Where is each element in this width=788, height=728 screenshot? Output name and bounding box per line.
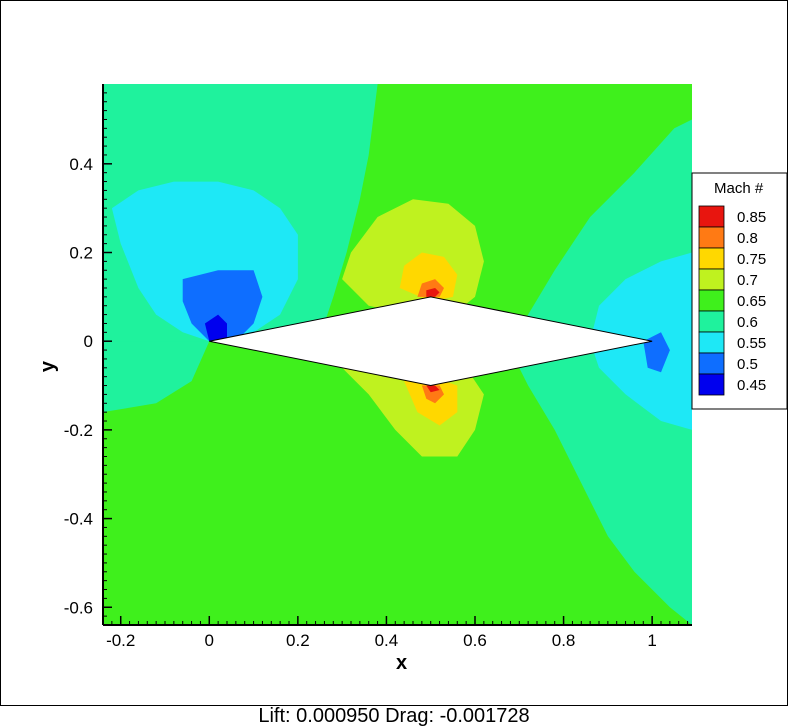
legend: Mach # 0.85 0.8 0.75 0.7 0.65 0.6 0.55 0.5 0.45: [691, 172, 788, 410]
x-tick-label: 0: [205, 631, 214, 650]
x-tick-label: 1: [647, 631, 656, 650]
legend-swatch: [698, 247, 725, 270]
x-tick-label: 0.2: [286, 631, 310, 650]
lift-drag-readout: Lift: 0.000950 Drag: -0.001728: [258, 705, 530, 727]
legend-swatch: [698, 331, 725, 354]
contour-region-0.85: [426, 288, 440, 297]
legend-swatch: [698, 310, 725, 333]
legend-swatch: [698, 205, 725, 228]
legend-swatch: [698, 352, 725, 375]
y-tick-label: -0.4: [64, 510, 93, 529]
axes: -0.2 0 0.2 0.4 0.6 0.8 1 0.4 0.2 0 -0.2 -0.4 -0.6 x y: [37, 84, 692, 674]
contour-region-0.6: [510, 119, 692, 625]
legend-label: 0.6: [737, 314, 758, 331]
contour-region-0.85: [426, 385, 440, 393]
legend-swatch: [698, 226, 725, 249]
contour-plot: -0.2 0 0.2 0.4 0.6 0.8 10.40.20-0.2-0.4-0.6xy …: [37, 84, 788, 674]
contour-region-0.45: [204, 314, 227, 342]
legend-label: 0.45: [737, 377, 766, 394]
legend-label: 0.7: [737, 272, 758, 289]
x-tick-label: -0.2: [106, 631, 135, 650]
x-tick-label: 0.6: [463, 631, 487, 650]
contour-region-0.6: [103, 341, 210, 413]
legend-title: Mach #: [714, 180, 764, 197]
legend-label: 0.65: [737, 293, 766, 310]
y-tick-label: 0: [84, 332, 93, 351]
contour-region-0.5: [643, 332, 670, 373]
x-tick-label: 0.8: [552, 631, 576, 650]
x-tick-label: 0.4: [375, 631, 399, 650]
y-tick-label: -0.6: [64, 598, 93, 617]
legend-swatch: [698, 289, 725, 312]
legend-label: 0.85: [737, 209, 766, 226]
x-axis-label: x: [396, 652, 407, 674]
y-tick-label: 0.4: [69, 155, 93, 174]
legend-swatch: [698, 268, 725, 291]
y-axis-label: y: [37, 360, 59, 372]
y-tick-label: -0.2: [64, 421, 93, 440]
contour-region-0.75: [404, 376, 458, 426]
legend-label: 0.55: [737, 335, 766, 352]
contour-region-0.5: [182, 270, 263, 342]
contour-field: [103, 84, 692, 625]
diamond-airfoil: [209, 296, 653, 387]
legend-swatch: [698, 373, 725, 396]
y-tick-label: 0.2: [69, 244, 93, 263]
legend-label: 0.5: [737, 356, 758, 373]
legend-label: 0.75: [737, 251, 766, 268]
legend-label: 0.8: [737, 230, 758, 247]
